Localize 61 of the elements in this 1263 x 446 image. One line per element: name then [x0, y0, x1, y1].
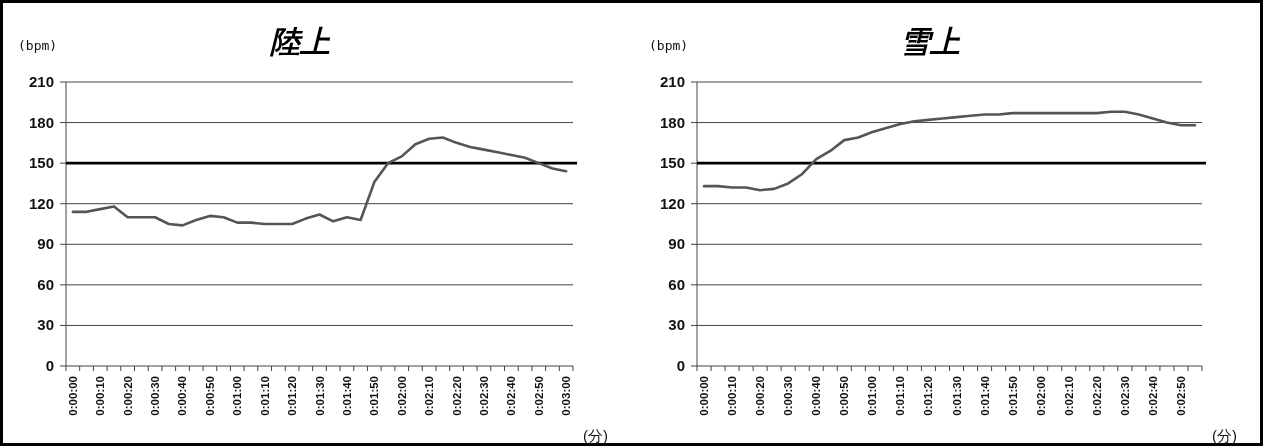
x-tick-label: 0:01:20 [922, 376, 935, 416]
x-tick-label: 0:02:50 [532, 376, 545, 416]
x-tick-label: 0:03:00 [560, 376, 573, 416]
x-tick-label: 0:02:20 [1090, 376, 1103, 416]
x-tick-label: 0:01:20 [286, 376, 299, 416]
x-tick-label: 0:02:10 [423, 376, 436, 416]
x-tick-label: 0:01:40 [340, 376, 353, 416]
x-axis-title: (分) [1212, 427, 1237, 444]
y-tick-label: 30 [668, 316, 685, 334]
x-tick-label: 0:01:00 [231, 376, 244, 416]
x-tick-label: 0:00:10 [726, 376, 739, 416]
y-tick-label: 30 [37, 316, 54, 334]
y-tick-label: 210 [659, 73, 685, 90]
x-tick-label: 0:02:00 [395, 376, 408, 416]
y-tick-label: 210 [28, 73, 54, 90]
x-tick-label: 0:01:10 [258, 376, 271, 416]
x-axis-title: (分) [583, 427, 608, 444]
x-tick-label: 0:02:10 [1062, 376, 1075, 416]
x-tick-label: 0:01:10 [894, 376, 907, 416]
y-tick-label: 0 [676, 357, 685, 374]
x-tick-label: 0:00:20 [754, 376, 767, 416]
x-tick-label: 0:02:00 [1034, 376, 1047, 416]
x-tick-label: 0:01:50 [1006, 376, 1019, 416]
y-tick-label: 120 [28, 194, 54, 212]
x-tick-label: 0:00:00 [698, 376, 711, 416]
x-tick-label: 0:02:30 [477, 376, 490, 416]
x-tick-label: 0:00:20 [121, 376, 134, 416]
x-tick-label: 0:00:00 [66, 376, 79, 416]
x-tick-label: 0:00:40 [810, 376, 823, 416]
x-tick-label: 0:00:30 [149, 376, 162, 416]
y-tick-label: 60 [668, 275, 685, 293]
x-tick-label: 0:01:40 [978, 376, 991, 416]
y-axis-title: (bpm) [18, 38, 58, 53]
y-tick-label: 120 [659, 194, 685, 212]
x-tick-label: 0:00:50 [838, 376, 851, 416]
x-tick-label: 0:00:40 [176, 376, 189, 416]
x-tick-label: 0:01:00 [866, 376, 879, 416]
chart-title: 雪上 [899, 25, 961, 58]
x-tick-label: 0:01:50 [368, 376, 381, 416]
x-tick-label: 0:02:20 [450, 376, 463, 416]
y-tick-label: 180 [28, 113, 54, 131]
y-tick-label: 180 [659, 113, 685, 131]
line-series [71, 136, 568, 227]
y-tick-label: 150 [28, 154, 54, 172]
x-tick-label: 0:01:30 [313, 376, 326, 416]
x-tick-label: 0:02:40 [1146, 376, 1159, 416]
x-tick-label: 0:02:40 [505, 376, 518, 416]
y-axis-title: (bpm) [649, 38, 689, 53]
y-tick-label: 60 [37, 275, 54, 293]
y-tick-label: 90 [668, 235, 685, 253]
x-tick-label: 0:02:50 [1174, 376, 1187, 416]
y-tick-label: 0 [45, 357, 54, 374]
line-series [702, 110, 1197, 192]
x-tick-label: 0:01:30 [950, 376, 963, 416]
y-tick-label: 90 [37, 235, 54, 253]
x-tick-label: 0:00:30 [782, 376, 795, 416]
chart-title: 陸上 [268, 25, 331, 58]
y-tick-label: 150 [659, 154, 685, 172]
x-tick-label: 0:00:50 [203, 376, 216, 416]
x-tick-label: 0:00:10 [94, 376, 107, 416]
x-tick-label: 0:02:30 [1118, 376, 1131, 416]
